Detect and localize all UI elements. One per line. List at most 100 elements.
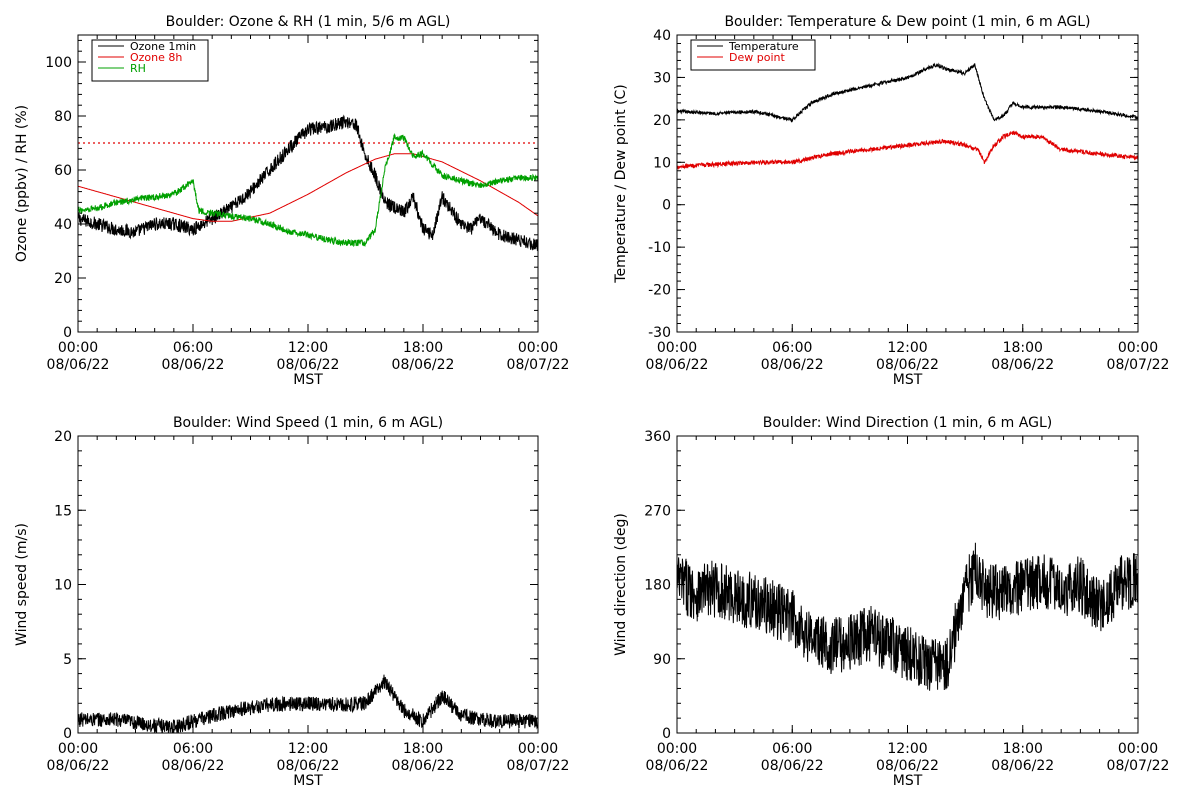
y-axis-label: Wind direction (deg) xyxy=(613,513,629,656)
y-tick-label: 40 xyxy=(653,28,671,44)
y-tick-label: -10 xyxy=(648,240,671,256)
series-line-dew-point xyxy=(677,130,1138,170)
y-axis-label: Wind speed (m/s) xyxy=(14,523,30,646)
y-tick-label: 0 xyxy=(662,726,671,742)
x-tick-time: 06:00 xyxy=(772,741,812,757)
x-tick-time: 00:00 xyxy=(518,340,558,356)
y-tick-label: 0 xyxy=(63,325,72,341)
chart-panel-temp-dew: Boulder: Temperature & Dew point (1 min,… xyxy=(613,14,1169,388)
x-tick-date: 08/06/22 xyxy=(991,357,1054,373)
x-tick-date: 08/07/22 xyxy=(507,758,570,774)
x-tick-time: 18:00 xyxy=(403,340,443,356)
x-axis-label: MST xyxy=(293,773,323,789)
y-axis-label: Temperature / Dew point (C) xyxy=(613,84,629,283)
x-tick-date: 08/06/22 xyxy=(392,357,455,373)
y-tick-label: 360 xyxy=(644,429,671,445)
legend-box xyxy=(690,39,816,71)
x-tick-time: 12:00 xyxy=(288,340,328,356)
y-tick-label: 40 xyxy=(54,217,72,233)
x-tick-date: 08/06/22 xyxy=(646,758,709,774)
x-axis-label: MST xyxy=(293,372,323,388)
x-tick-time: 18:00 xyxy=(1003,340,1043,356)
x-tick-date: 08/06/22 xyxy=(47,758,110,774)
x-tick-date: 08/06/22 xyxy=(876,357,939,373)
legend-label: Ozone 8h xyxy=(130,51,182,64)
chart-title: Boulder: Temperature & Dew point (1 min,… xyxy=(724,14,1090,30)
x-tick-date: 08/06/22 xyxy=(761,357,824,373)
x-tick-date: 08/06/22 xyxy=(991,758,1054,774)
series-line-ozone-8h xyxy=(78,153,538,222)
x-tick-time: 06:00 xyxy=(173,741,213,757)
chart-title: Boulder: Wind Speed (1 min, 6 m AGL) xyxy=(173,415,443,431)
legend-box xyxy=(91,39,209,82)
x-tick-time: 00:00 xyxy=(1118,340,1158,356)
x-tick-time: 00:00 xyxy=(58,741,98,757)
y-tick-label: 90 xyxy=(653,652,671,668)
plot-frame xyxy=(77,435,539,734)
y-tick-label: -20 xyxy=(648,283,671,299)
x-axis-label: MST xyxy=(893,372,923,388)
x-tick-time: 18:00 xyxy=(403,741,443,757)
x-tick-time: 00:00 xyxy=(518,741,558,757)
chart-title: Boulder: Ozone & RH (1 min, 5/6 m AGL) xyxy=(166,14,451,30)
y-tick-label: 20 xyxy=(54,429,72,445)
x-tick-time: 00:00 xyxy=(657,340,697,356)
x-tick-date: 08/07/22 xyxy=(507,357,570,373)
x-tick-time: 00:00 xyxy=(58,340,98,356)
series-line-temperature xyxy=(677,62,1138,123)
chart-panel-wind-speed: Boulder: Wind Speed (1 min, 6 m AGL) Wind… xyxy=(14,415,569,789)
y-tick-label: 0 xyxy=(63,726,72,742)
y-tick-label: 80 xyxy=(54,109,72,125)
y-tick-label: 180 xyxy=(644,578,671,594)
legend-label: Temperature xyxy=(728,40,799,53)
y-tick-label: 15 xyxy=(54,503,72,519)
x-tick-date: 08/06/22 xyxy=(277,357,340,373)
x-tick-date: 08/07/22 xyxy=(1107,758,1170,774)
y-tick-label: 100 xyxy=(45,55,72,71)
x-tick-time: 06:00 xyxy=(173,340,213,356)
plot-area xyxy=(78,674,538,733)
y-tick-label: 10 xyxy=(54,578,72,594)
x-tick-date: 08/06/22 xyxy=(162,758,225,774)
series-line-data xyxy=(78,674,538,733)
x-tick-time: 06:00 xyxy=(772,340,812,356)
plot-frame xyxy=(676,34,1139,333)
chart-panel-wind-direction: Boulder: Wind Direction (1 min, 6 m AGL)… xyxy=(613,415,1169,789)
x-tick-time: 12:00 xyxy=(887,340,927,356)
x-tick-date: 08/06/22 xyxy=(876,758,939,774)
x-tick-time: 12:00 xyxy=(887,741,927,757)
series-line-data xyxy=(677,542,1138,691)
x-tick-date: 08/06/22 xyxy=(646,357,709,373)
y-tick-label: 0 xyxy=(662,198,671,214)
y-axis-label: Ozone (ppbv) / RH (%) xyxy=(14,105,30,262)
x-tick-date: 08/06/22 xyxy=(761,758,824,774)
x-tick-date: 08/07/22 xyxy=(1107,357,1170,373)
y-tick-label: 270 xyxy=(644,503,671,519)
y-tick-label: 20 xyxy=(653,113,671,129)
series-line-ozone-1min xyxy=(78,114,538,251)
x-tick-date: 08/06/22 xyxy=(47,357,110,373)
plot-area xyxy=(78,114,538,251)
y-tick-label: 10 xyxy=(653,155,671,171)
legend-label: RH xyxy=(130,62,146,75)
y-tick-label: 20 xyxy=(54,271,72,287)
x-tick-date: 08/06/22 xyxy=(162,357,225,373)
legend-label: Ozone 1min xyxy=(130,40,196,53)
x-tick-time: 00:00 xyxy=(1118,741,1158,757)
x-tick-time: 18:00 xyxy=(1003,741,1043,757)
x-tick-date: 08/06/22 xyxy=(392,758,455,774)
x-tick-date: 08/06/22 xyxy=(277,758,340,774)
legend-label: Dew point xyxy=(729,51,785,64)
x-axis-label: MST xyxy=(893,773,923,789)
x-tick-time: 00:00 xyxy=(657,741,697,757)
y-tick-label: -30 xyxy=(648,325,671,341)
plot-area xyxy=(677,542,1138,691)
y-tick-label: 5 xyxy=(63,652,72,668)
y-tick-label: 30 xyxy=(653,70,671,86)
series-line-rh xyxy=(78,132,538,248)
y-tick-label: 60 xyxy=(54,163,72,179)
chart-title: Boulder: Wind Direction (1 min, 6 m AGL) xyxy=(763,415,1052,431)
